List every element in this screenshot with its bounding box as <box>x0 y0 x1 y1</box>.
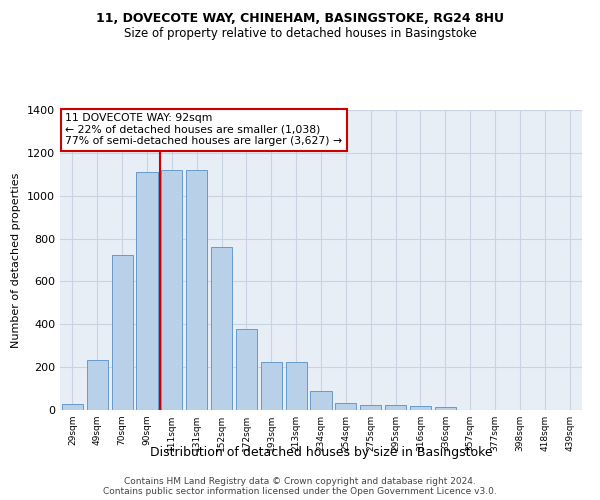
Text: Distribution of detached houses by size in Basingstoke: Distribution of detached houses by size … <box>149 446 493 459</box>
Bar <box>286 362 307 410</box>
Bar <box>87 360 108 410</box>
Text: 11 DOVECOTE WAY: 92sqm
← 22% of detached houses are smaller (1,038)
77% of semi-: 11 DOVECOTE WAY: 92sqm ← 22% of detached… <box>65 113 343 146</box>
Bar <box>186 170 207 410</box>
Y-axis label: Number of detached properties: Number of detached properties <box>11 172 22 348</box>
Text: Contains public sector information licensed under the Open Government Licence v3: Contains public sector information licen… <box>103 486 497 496</box>
Bar <box>261 362 282 410</box>
Bar <box>236 328 257 410</box>
Bar <box>410 406 431 410</box>
Bar <box>335 403 356 410</box>
Bar <box>310 390 332 410</box>
Bar <box>435 408 456 410</box>
Bar <box>385 406 406 410</box>
Bar <box>62 404 83 410</box>
Bar <box>161 170 182 410</box>
Text: 11, DOVECOTE WAY, CHINEHAM, BASINGSTOKE, RG24 8HU: 11, DOVECOTE WAY, CHINEHAM, BASINGSTOKE,… <box>96 12 504 26</box>
Bar <box>136 172 158 410</box>
Text: Contains HM Land Registry data © Crown copyright and database right 2024.: Contains HM Land Registry data © Crown c… <box>124 476 476 486</box>
Bar <box>112 254 133 410</box>
Text: Size of property relative to detached houses in Basingstoke: Size of property relative to detached ho… <box>124 28 476 40</box>
Bar <box>360 404 381 410</box>
Bar <box>211 247 232 410</box>
